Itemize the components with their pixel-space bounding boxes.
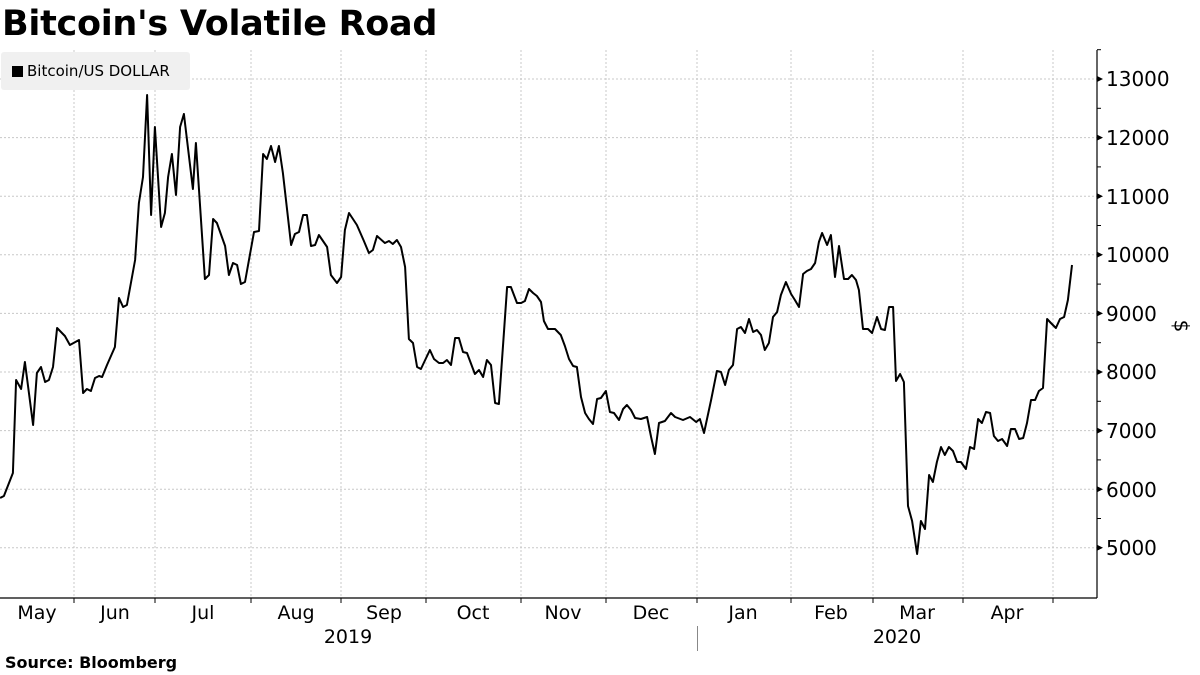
x-tick-label: Nov	[544, 602, 582, 624]
axes	[0, 50, 1098, 599]
x-tick-label: Sep	[366, 602, 402, 624]
y-tick-label: 7000	[1106, 419, 1157, 443]
legend-swatch-icon	[12, 65, 23, 77]
y-tick-label: 13000	[1106, 67, 1170, 91]
source-note: Source: Bloomberg	[5, 653, 178, 672]
x-tick-label: Oct	[456, 602, 490, 624]
gridlines	[0, 50, 1097, 598]
x-tick-label: May	[17, 602, 57, 624]
x-tick-label: Feb	[814, 602, 848, 624]
y-tick-label: 6000	[1106, 478, 1157, 502]
x-tick-label: Jun	[100, 602, 130, 624]
x-tick-label: Dec	[632, 602, 670, 624]
year-label: 2019	[323, 626, 373, 648]
year-label: 2020	[872, 626, 922, 648]
y-tick-label: 5000	[1106, 536, 1157, 560]
y-tick-label: 10000	[1106, 243, 1170, 267]
x-tick-label: Jan	[728, 602, 758, 624]
y-tick-label: 12000	[1106, 126, 1170, 150]
chart-title: Bitcoin's Volatile Road	[2, 4, 438, 44]
y-tick-label: 9000	[1106, 302, 1157, 326]
x-tick-label: Jul	[191, 602, 215, 624]
legend: Bitcoin/US DOLLAR	[1, 52, 190, 90]
year-divider	[697, 626, 698, 651]
x-tick-label: Aug	[277, 602, 315, 624]
y-tick-label: 8000	[1106, 360, 1157, 384]
x-tick-label: Mar	[899, 602, 935, 624]
axis-ticks	[73, 49, 1103, 603]
x-tick-label: Apr	[990, 602, 1024, 624]
y-tick-label: 11000	[1106, 185, 1170, 209]
bitcoin-price-line	[0, 94, 1073, 555]
legend-label: Bitcoin/US DOLLAR	[27, 62, 170, 80]
y-axis-unit-label: $	[1169, 319, 1194, 333]
